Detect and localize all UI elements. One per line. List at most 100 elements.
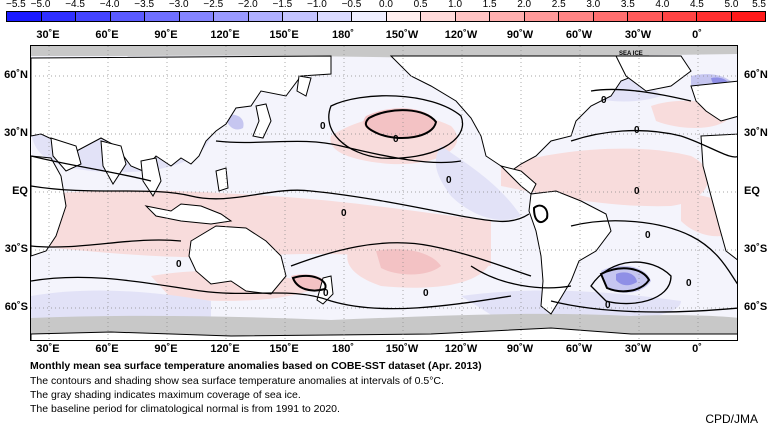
colorbar-label: −5.0 bbox=[30, 0, 51, 10]
latitude-label: 30˚S bbox=[744, 243, 768, 255]
colorbar-segment bbox=[421, 12, 456, 21]
colorbar-segment bbox=[179, 12, 214, 21]
longitude-label: 120˚W bbox=[444, 343, 478, 355]
land-central-america bbox=[499, 165, 537, 195]
land-greenland bbox=[615, 55, 692, 92]
longitude-label: 150˚E bbox=[269, 29, 299, 41]
latitude-label: EQ bbox=[12, 185, 28, 197]
latitude-label: 60˚N bbox=[4, 69, 28, 81]
contour-label: 0 bbox=[320, 121, 326, 132]
caption-line-1: The contours and shading show sea surfac… bbox=[30, 375, 444, 387]
colorbar-segment bbox=[317, 12, 352, 21]
latitude-label: 30˚S bbox=[4, 243, 28, 255]
caption-line-2: The gray shading indicates maximum cover… bbox=[30, 389, 301, 401]
contour-label: 0 bbox=[423, 288, 429, 299]
colorbar-label: 5.0 bbox=[724, 0, 739, 10]
longitude-label: 60˚E bbox=[95, 29, 119, 41]
longitude-label: 0˚ bbox=[692, 29, 702, 41]
map-canvas: 0 0 0 0 0 0 0 0 0 0 0 0 0 SEA ICE bbox=[31, 46, 737, 340]
colorbar-label: −1.0 bbox=[307, 0, 327, 10]
colorbar-segment bbox=[7, 12, 42, 21]
colorbar-segment bbox=[490, 12, 525, 21]
colorbar-label: −3.0 bbox=[168, 0, 189, 10]
colorbar-segment bbox=[524, 12, 559, 21]
land-japan bbox=[252, 103, 272, 139]
contour-label: 0 bbox=[446, 175, 452, 186]
longitude-label: 30˚E bbox=[36, 29, 60, 41]
colorbar-segment bbox=[662, 12, 697, 21]
contour-label: 0 bbox=[634, 186, 640, 197]
colorbar-label: 4.0 bbox=[655, 0, 670, 10]
colorbar bbox=[6, 11, 766, 22]
land-africa-west bbox=[700, 133, 737, 261]
colorbar-label: 4.5 bbox=[689, 0, 704, 10]
colorbar-label: −4.0 bbox=[99, 0, 120, 10]
colorbar-label: −2.5 bbox=[203, 0, 224, 10]
zero-contours bbox=[31, 88, 737, 313]
longitude-label: 150˚E bbox=[269, 343, 299, 355]
latitude-label: EQ bbox=[744, 185, 760, 197]
contour-label: 0 bbox=[645, 230, 651, 241]
colorbar-segment bbox=[248, 12, 283, 21]
colorbar-label: 3.0 bbox=[586, 0, 601, 10]
colorbar-segment bbox=[41, 12, 76, 21]
latitude-label: 60˚S bbox=[744, 301, 768, 313]
colorbar-label: −1.5 bbox=[272, 0, 293, 10]
colorbar-label: 1.5 bbox=[482, 0, 497, 10]
latitude-label: 60˚S bbox=[4, 301, 28, 313]
latitude-labels-right: 60˚N 30˚N EQ 30˚S 60˚S bbox=[740, 0, 772, 430]
latitude-label: 30˚N bbox=[4, 127, 28, 139]
longitude-label: 120˚E bbox=[210, 29, 240, 41]
longitude-label: 30˚W bbox=[624, 343, 652, 355]
land-europe bbox=[690, 80, 737, 122]
land-philippines bbox=[215, 167, 229, 192]
colorbar-label: −2.0 bbox=[237, 0, 258, 10]
longitude-label: 0˚ bbox=[692, 343, 702, 355]
contour-label: 0 bbox=[393, 134, 399, 145]
contour-label: 0 bbox=[601, 95, 607, 106]
strong-warm-anomaly-areas bbox=[291, 108, 441, 292]
longitude-label: 60˚W bbox=[565, 29, 593, 41]
colorbar-segment bbox=[628, 12, 663, 21]
land-indonesia bbox=[144, 203, 233, 225]
longitude-labels-top: 30˚E 60˚E 90˚E 120˚E 150˚E 180˚ 150˚W 120˚W 90˚W… bbox=[0, 29, 772, 43]
colorbar-label: 3.5 bbox=[620, 0, 635, 10]
colorbar-segment bbox=[352, 12, 387, 21]
colorbar-segment bbox=[731, 12, 765, 21]
longitude-label: 180˚ bbox=[331, 343, 355, 355]
land-indochina bbox=[140, 157, 162, 197]
colorbar-label: −3.5 bbox=[134, 0, 155, 10]
colorbar-segment bbox=[283, 12, 318, 21]
longitude-label: 60˚W bbox=[565, 343, 593, 355]
longitude-labels-bottom: 30˚E 60˚E 90˚E 120˚E 150˚E 180˚ 150˚W 120˚W 90˚W… bbox=[0, 343, 772, 357]
caption-title: Monthly mean sea surface temperature ano… bbox=[30, 360, 482, 372]
longitude-label: 150˚W bbox=[385, 29, 419, 41]
contour-label: 0 bbox=[605, 300, 611, 311]
longitude-label: 120˚E bbox=[210, 343, 240, 355]
credit: CPD/JMA bbox=[705, 412, 758, 426]
land-kamchatka bbox=[296, 75, 312, 97]
colorbar-label: 2.5 bbox=[551, 0, 566, 10]
contour-label: 0 bbox=[634, 125, 640, 136]
colorbar-segment bbox=[214, 12, 249, 21]
longitude-label: 30˚E bbox=[36, 343, 60, 355]
longitude-label: 30˚W bbox=[624, 29, 652, 41]
colorbar-segment bbox=[455, 12, 490, 21]
colorbar-segment bbox=[76, 12, 111, 21]
contour-label: 0 bbox=[686, 278, 692, 289]
land-north-america bbox=[389, 55, 647, 172]
longitude-label: 150˚W bbox=[385, 343, 419, 355]
contour-labels: 0 0 0 0 0 0 0 0 0 0 0 0 0 bbox=[176, 95, 692, 311]
colorbar-label: −4.5 bbox=[65, 0, 85, 10]
latitude-labels-left: 60˚N 30˚N EQ 30˚S 60˚S bbox=[0, 0, 30, 430]
colorbar-segment bbox=[593, 12, 628, 21]
land-antarctica bbox=[31, 327, 737, 340]
contour-label: 0 bbox=[323, 288, 329, 299]
colorbar-segment bbox=[697, 12, 732, 21]
colorbar-segment bbox=[110, 12, 145, 21]
colorbar-labels: −5.5 −5.0 −4.5 −4.0 −3.5 −3.0 −2.5 −2.0 −1.5 −1.0… bbox=[6, 0, 766, 11]
colorbar-segment bbox=[559, 12, 594, 21]
colorbar-label: 1.0 bbox=[448, 0, 463, 10]
longitude-label: 90˚E bbox=[154, 29, 178, 41]
graticule bbox=[31, 46, 737, 340]
